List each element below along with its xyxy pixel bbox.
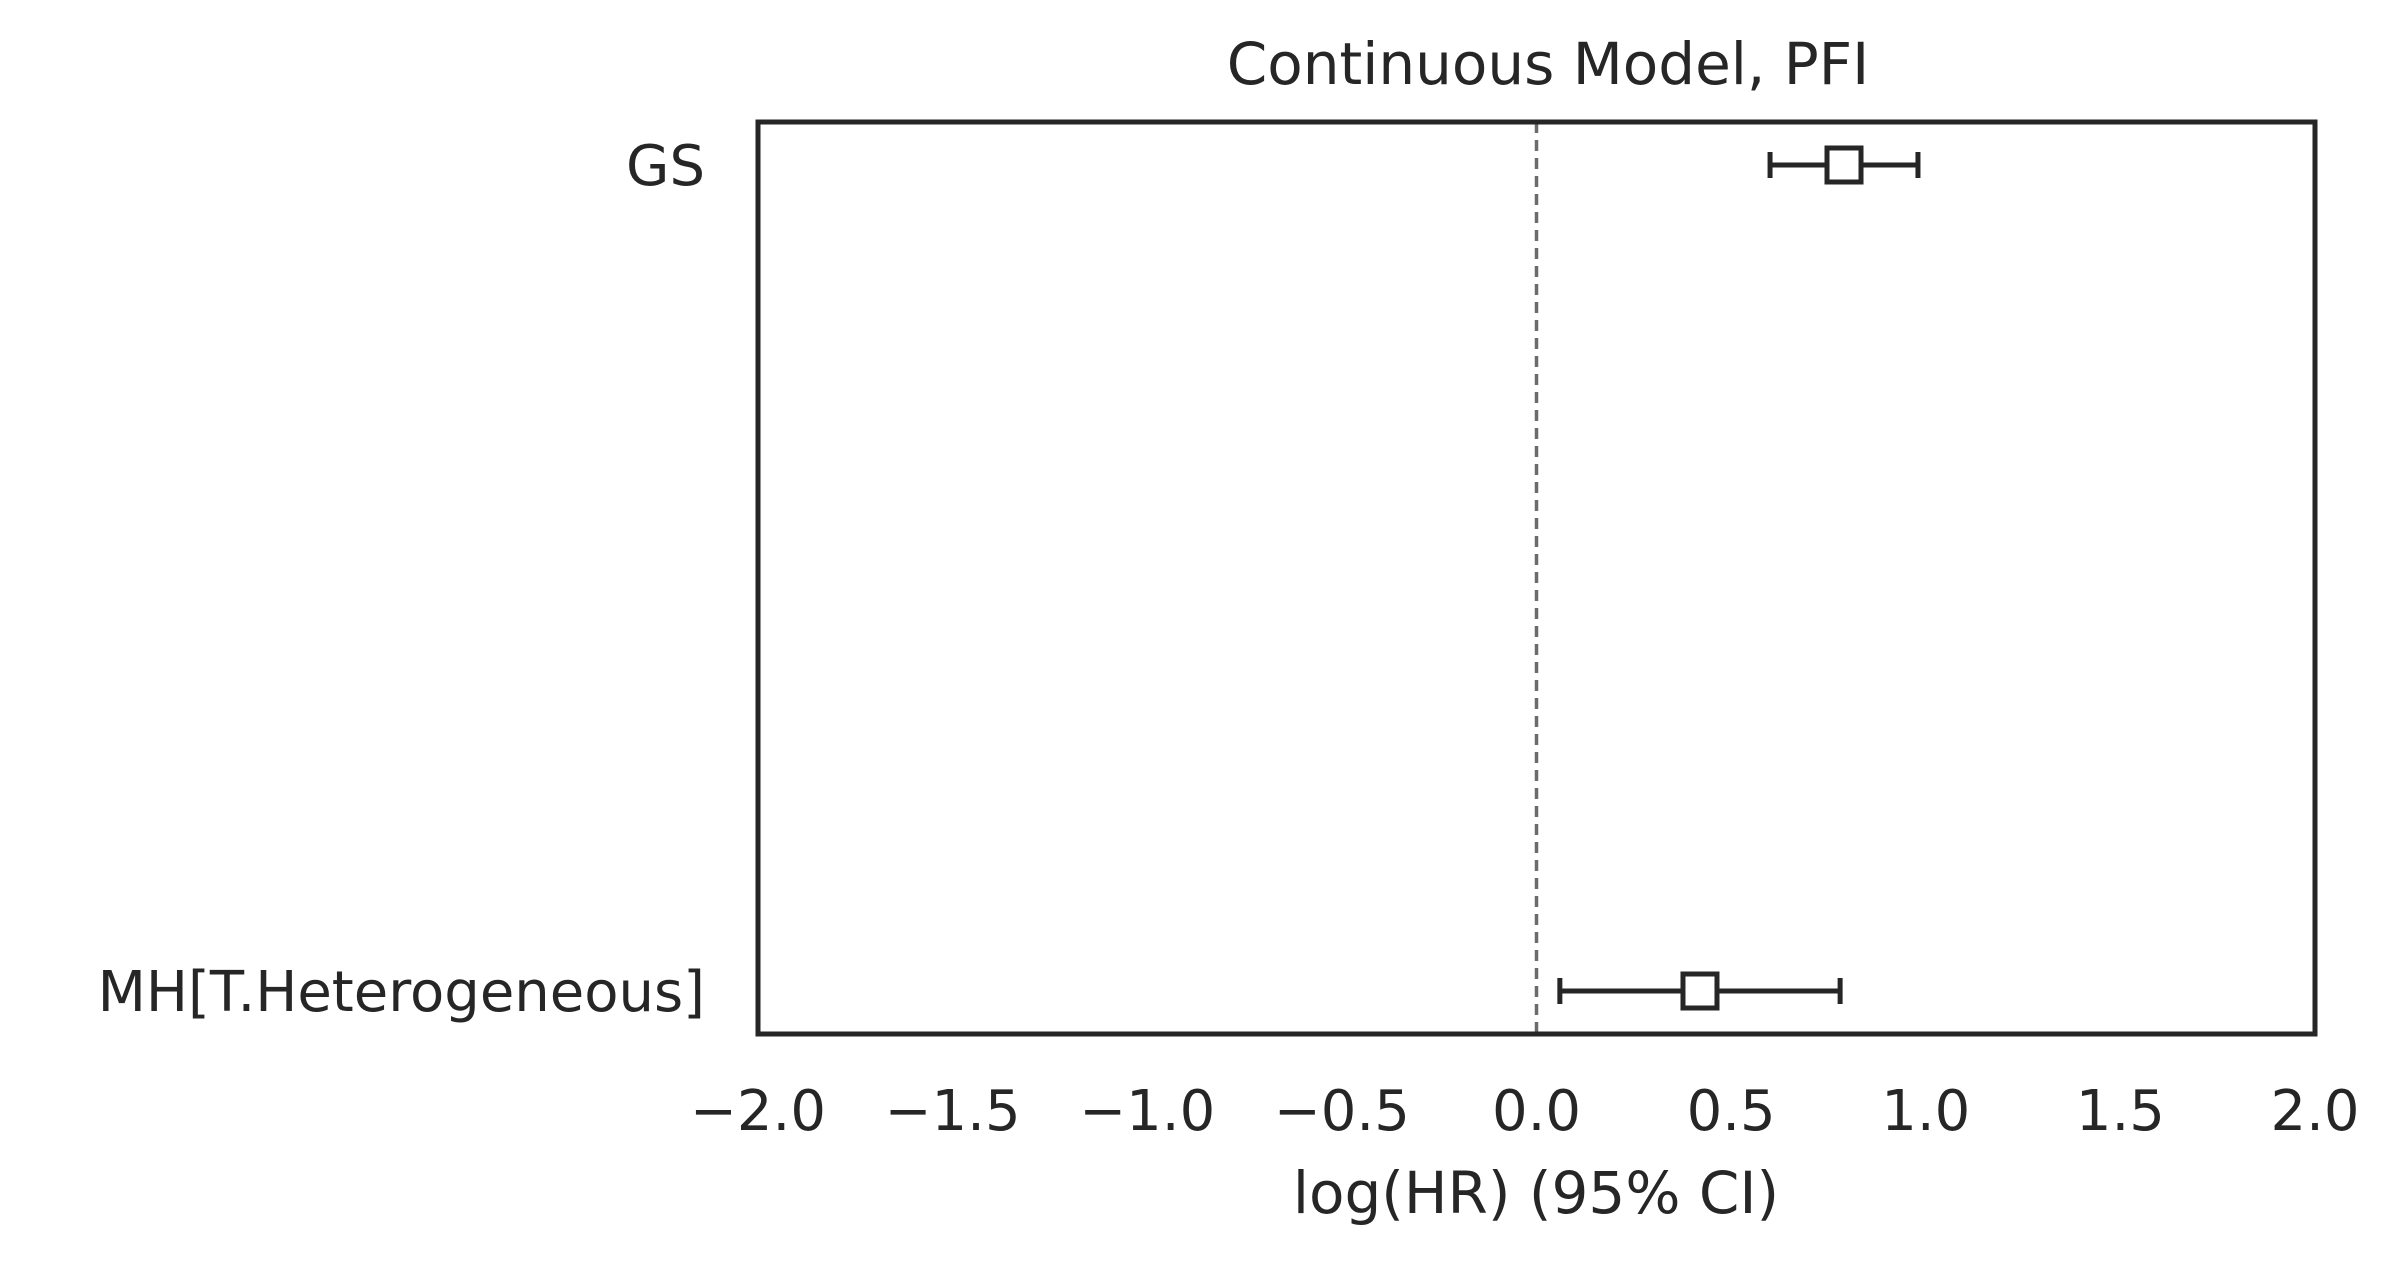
x-tick-label: 1.5: [2076, 1079, 2165, 1144]
chart-title: Continuous Model, PFI: [1227, 30, 1869, 98]
forest-row: GS: [626, 134, 1921, 199]
x-axis-label: log(HR) (95% CI): [1293, 1159, 1779, 1227]
x-tick-label: −2.0: [690, 1079, 826, 1144]
x-tick-label: −1.5: [885, 1079, 1021, 1144]
forest-row: MH[T.Heterogeneous]: [98, 960, 1843, 1025]
x-axis-ticks: −2.0 −1.5 −1.0 −0.5 0.0 0.5 1.0 1.5 2.0: [690, 1079, 2360, 1144]
row-label: MH[T.Heterogeneous]: [98, 960, 705, 1025]
x-tick-label: 0.5: [1687, 1079, 1776, 1144]
x-tick-label: −1.0: [1079, 1079, 1215, 1144]
x-tick-label: 2.0: [2270, 1079, 2359, 1144]
axes-frame: [755, 119, 2318, 1037]
forest-rows: GS MH[T.Heterogeneous]: [98, 134, 1921, 1025]
row-label: GS: [626, 134, 705, 199]
x-tick-label: 0.0: [1492, 1079, 1581, 1144]
point-estimate-marker: [1824, 145, 1864, 185]
x-tick-label: 1.0: [1881, 1079, 1970, 1144]
point-estimate-marker: [1680, 971, 1720, 1011]
x-tick-label: −0.5: [1274, 1079, 1410, 1144]
